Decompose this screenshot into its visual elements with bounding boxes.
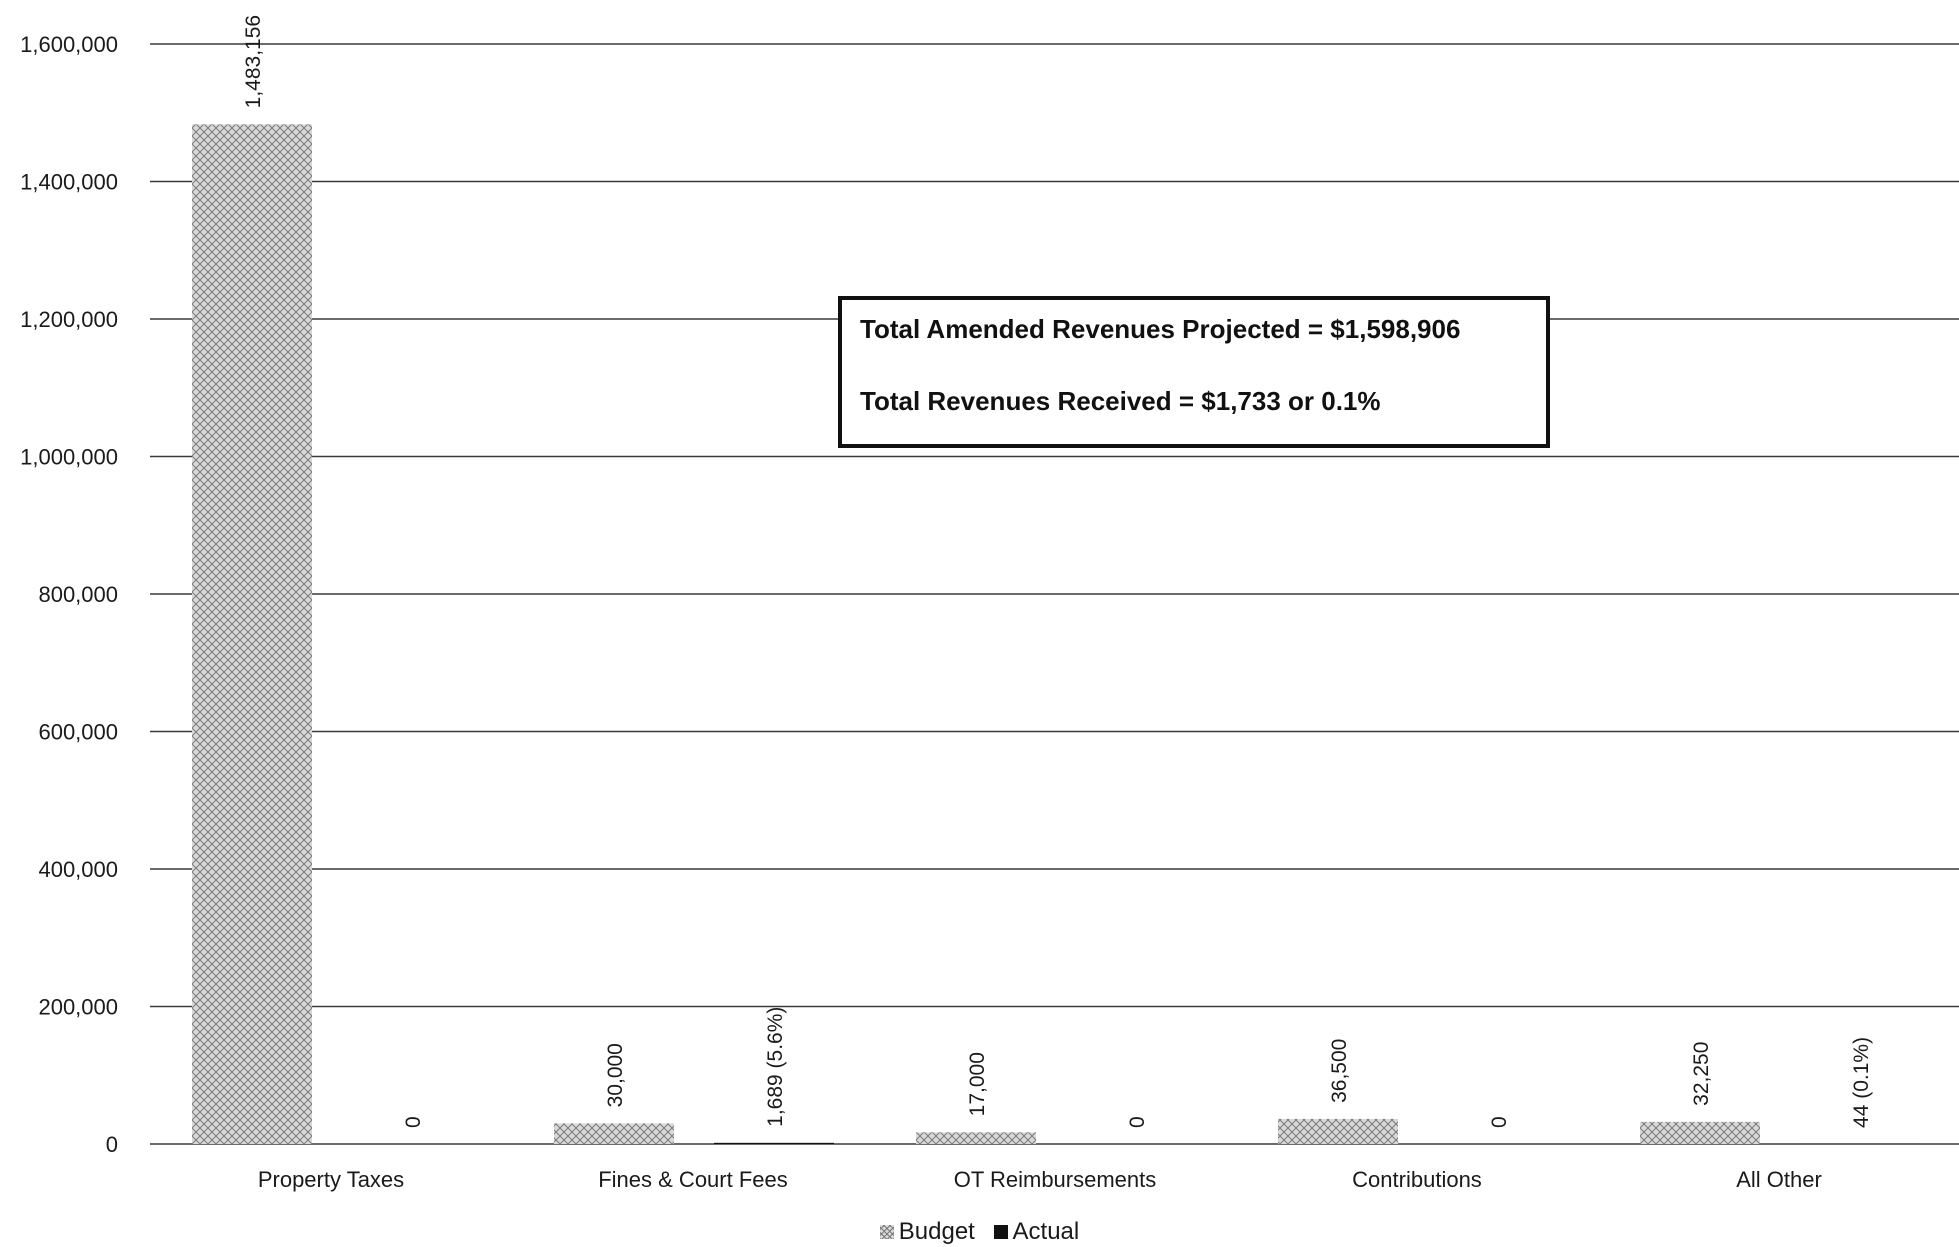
- bar-budget: [554, 1123, 674, 1144]
- legend-swatch-budget: [879, 1225, 894, 1239]
- data-label-actual: 0: [1488, 1116, 1511, 1128]
- bar-budget: [1640, 1121, 1760, 1144]
- legend-label-budget: Budget: [898, 1218, 975, 1245]
- bar-budget: [1278, 1118, 1398, 1144]
- data-label-budget: 1,483,156: [242, 15, 265, 108]
- gridlines: [150, 43, 1959, 1145]
- x-category-label: Fines & Court Fees: [598, 1167, 788, 1192]
- x-category-label: Contributions: [1352, 1167, 1482, 1192]
- totals-annotation-box: Total Amended Revenues Projected = $1,59…: [838, 296, 1550, 448]
- bar-actual: [714, 1142, 834, 1144]
- legend-label-actual: Actual: [1012, 1218, 1080, 1245]
- total-received-text: Total Revenues Received = $1,733 or 0.1%: [860, 386, 1381, 416]
- total-projected-text: Total Amended Revenues Projected = $1,59…: [860, 314, 1461, 344]
- y-axis-tick-labels: 0 200,000 400,000 600,000 800,000 1,000,000 1,…: [20, 32, 118, 1157]
- y-tick-label: 1,200,000: [20, 307, 118, 332]
- legend-swatch-actual: [993, 1225, 1008, 1239]
- x-category-label: All Other: [1736, 1167, 1822, 1192]
- x-category-label: OT Reimbursements: [954, 1167, 1157, 1192]
- chart-legend: Budget Actual: [0, 1218, 1959, 1246]
- y-tick-label: 0: [106, 1132, 118, 1157]
- y-tick-label: 1,600,000: [20, 32, 118, 57]
- y-tick-label: 400,000: [38, 857, 118, 882]
- legend-item-actual: Actual: [993, 1218, 1080, 1246]
- data-label-budget: 17,000: [966, 1052, 989, 1116]
- data-label-budget: 32,250: [1690, 1042, 1713, 1106]
- bar-budget: [916, 1132, 1036, 1144]
- bars: [192, 124, 1920, 1144]
- x-category-label: Property Taxes: [258, 1167, 404, 1192]
- y-tick-label: 800,000: [38, 582, 118, 607]
- data-label-actual: 0: [1126, 1116, 1149, 1128]
- bar-budget: [192, 124, 312, 1144]
- data-labels: 1,483,156 0 30,000 1,689 (5.6%) 17,000 0 36,50…: [242, 15, 1873, 1128]
- data-label-budget: 30,000: [604, 1043, 627, 1107]
- y-tick-label: 600,000: [38, 720, 118, 745]
- data-label-actual: 1,689 (5.6%): [764, 1007, 787, 1127]
- legend-item-budget: Budget: [879, 1218, 975, 1246]
- data-label-actual: 0: [402, 1116, 425, 1128]
- y-tick-label: 1,400,000: [20, 170, 118, 195]
- x-axis-category-labels: Property Taxes Fines & Court Fees OT Reimb…: [258, 1167, 1822, 1192]
- y-tick-label: 1,000,000: [20, 445, 118, 470]
- data-label-budget: 36,500: [1328, 1039, 1351, 1103]
- y-tick-label: 200,000: [38, 995, 118, 1020]
- data-label-actual: 44 (0.1%): [1850, 1037, 1873, 1128]
